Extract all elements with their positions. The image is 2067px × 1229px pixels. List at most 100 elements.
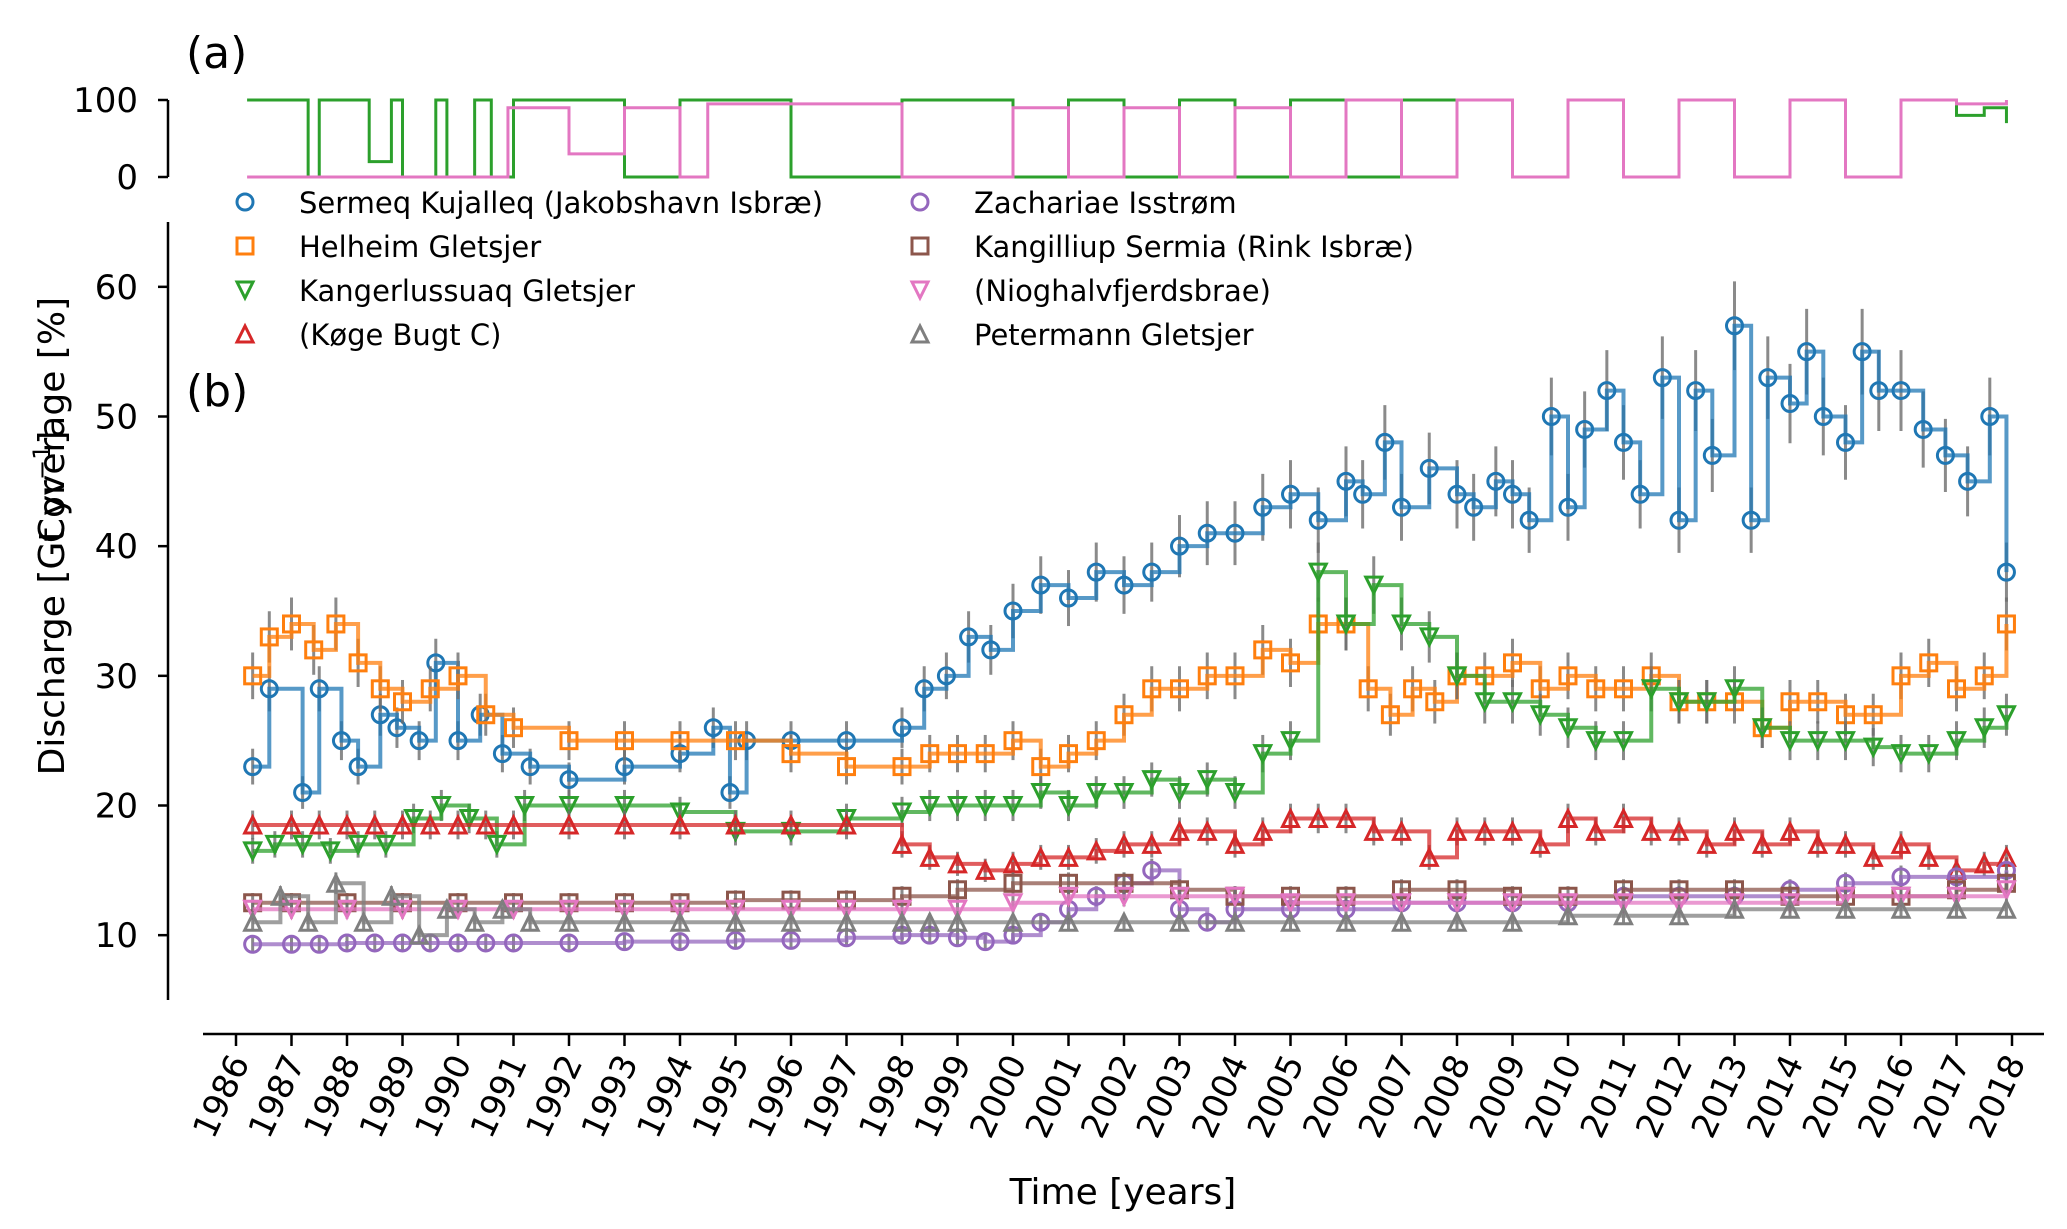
series-group — [242, 871, 2017, 945]
legend-entry-label: (Køge Bugt C) — [299, 318, 501, 352]
data-point — [1085, 783, 1107, 804]
data-point — [1003, 601, 1023, 621]
data-point — [1281, 484, 1300, 504]
data-point — [1058, 796, 1079, 817]
data-point — [387, 718, 407, 738]
data-point — [1114, 575, 1134, 595]
data-point — [1780, 394, 1800, 414]
data-point — [1280, 731, 1301, 753]
legend-entry-label: Kangerlussuaq Gletsjer — [299, 274, 635, 308]
data-point — [269, 884, 291, 906]
data-point — [1996, 705, 2017, 727]
coverage-panel: (a) 0 100 — [73, 28, 2008, 198]
data-point — [1280, 807, 1301, 828]
data-point — [1946, 897, 1967, 919]
data-point — [974, 858, 996, 880]
data-point — [1196, 820, 1218, 841]
data-point — [1557, 807, 1579, 828]
data-point — [1807, 731, 1829, 753]
data-point — [234, 280, 256, 302]
data-point — [297, 910, 319, 932]
data-point — [1557, 904, 1579, 926]
coverage-y-ticks: 0 100 — [73, 81, 168, 198]
coverage-series-line — [247, 98, 2008, 179]
data-point — [1640, 679, 1662, 701]
data-point — [1030, 846, 1052, 867]
data-point — [1170, 536, 1189, 556]
data-point — [1336, 471, 1356, 491]
discharge-y-tick-label: 30 — [95, 657, 138, 697]
legend-entry-label: Sermeq Kujalleq (Jakobshavn Isbræ) — [299, 186, 823, 220]
data-point — [558, 796, 580, 817]
data-point — [243, 757, 263, 777]
data-point — [1973, 852, 1995, 874]
data-point — [1558, 666, 1578, 686]
data-point — [1031, 757, 1051, 777]
data-point — [1225, 523, 1245, 543]
data-point — [1141, 770, 1163, 791]
data-point — [1308, 510, 1328, 530]
data-point — [309, 934, 329, 954]
data-point — [614, 910, 635, 932]
data-point — [1142, 860, 1162, 880]
data-point — [504, 718, 523, 738]
data-point — [1946, 886, 1967, 908]
data-point — [669, 899, 691, 921]
data-point — [1725, 316, 1744, 336]
data-point — [380, 884, 402, 906]
discharge-axis-title-text: Discharge [Gt yr — [32, 480, 73, 776]
data-point — [615, 731, 634, 751]
discharge-series — [242, 281, 2017, 954]
data-point — [1947, 679, 1966, 699]
data-point — [614, 899, 635, 921]
data-point — [1585, 820, 1607, 841]
data-point — [669, 813, 691, 835]
data-point — [891, 802, 913, 824]
coverage-y-tick-label: 100 — [73, 81, 138, 121]
data-point — [1779, 897, 1801, 919]
data-point — [234, 322, 256, 344]
legend-entry-label: Kangilliup Sermia (Rink Isbræ) — [974, 230, 1414, 264]
data-point — [948, 744, 967, 764]
data-point — [1281, 653, 1300, 673]
data-point — [1891, 381, 1911, 401]
data-point — [348, 757, 368, 777]
series-group — [243, 597, 2016, 785]
legend-entry-label: Helheim Gletsjer — [299, 230, 541, 264]
data-point — [981, 640, 1001, 660]
data-point — [614, 813, 635, 835]
series-line — [252, 570, 2009, 853]
data-point — [1996, 897, 2017, 919]
data-point — [337, 933, 357, 953]
time-axis-title: Time [years] — [1009, 1172, 1237, 1213]
data-point — [1252, 820, 1274, 841]
data-point — [1002, 893, 1024, 915]
data-point — [1031, 575, 1051, 595]
data-point — [1613, 807, 1634, 828]
data-point — [403, 808, 425, 830]
data-point — [491, 897, 513, 919]
data-point — [1835, 897, 1856, 919]
data-point — [1280, 893, 1301, 915]
data-point — [1225, 666, 1245, 686]
data-point — [308, 813, 330, 835]
data-point — [242, 841, 264, 863]
data-point — [1558, 497, 1578, 517]
data-point — [1380, 705, 1400, 725]
data-point — [1142, 679, 1162, 699]
data-point — [836, 910, 857, 932]
data-point — [1668, 893, 1690, 915]
data-point — [1446, 893, 1468, 915]
legend: Sermeq Kujalleq (Jakobshavn Isbræ) Helhei… — [234, 186, 1414, 352]
discharge-y-tick-label: 40 — [95, 527, 138, 567]
data-point — [1446, 666, 1468, 688]
data-point — [486, 834, 508, 856]
data-point — [947, 796, 968, 817]
data-point — [559, 731, 579, 751]
data-point — [1197, 666, 1217, 686]
data-point — [242, 910, 264, 932]
data-point — [947, 910, 968, 932]
data-point — [1813, 407, 1833, 426]
data-point — [1862, 737, 1884, 759]
data-point — [1030, 783, 1052, 804]
